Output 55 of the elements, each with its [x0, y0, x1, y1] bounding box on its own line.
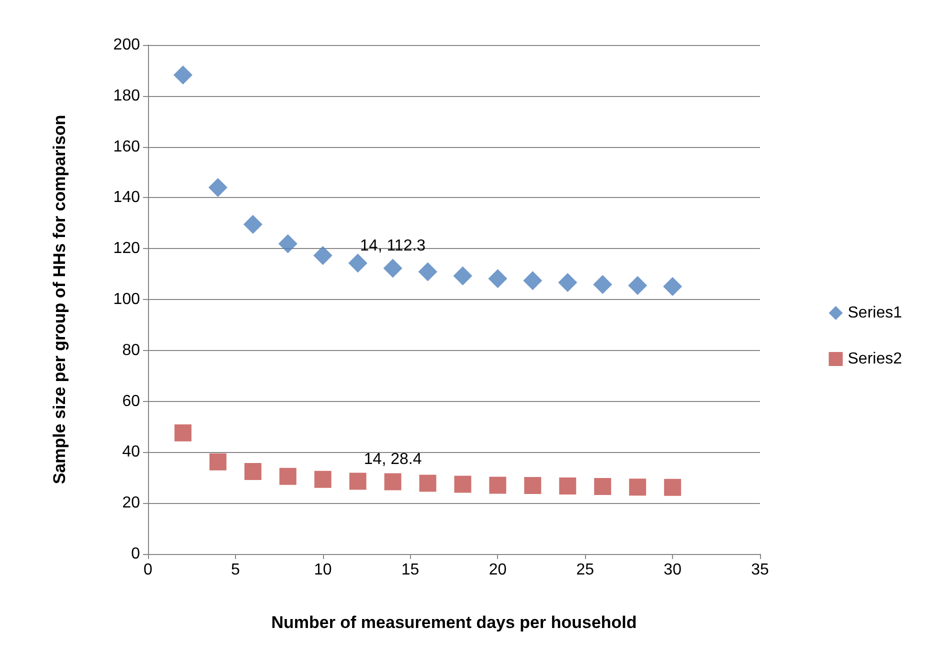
point	[628, 276, 648, 296]
point	[629, 478, 646, 496]
point	[418, 262, 438, 282]
annotation: 14, 28.4	[364, 451, 422, 468]
point	[523, 271, 542, 290]
y-axis-title: Sample size per group of HHs for comparison	[50, 114, 69, 484]
point	[454, 476, 472, 493]
annotation: 14, 112.3	[360, 238, 426, 255]
point	[279, 468, 296, 485]
point	[558, 272, 578, 292]
y-tick-label: 0	[131, 546, 140, 562]
point	[173, 66, 192, 85]
point	[593, 274, 612, 294]
point	[349, 472, 366, 490]
point	[314, 470, 332, 488]
y-tick-label: 40	[122, 444, 140, 461]
y-tick-label: 200	[113, 36, 140, 54]
point	[313, 246, 332, 265]
y-tick-label: 80	[122, 342, 140, 359]
x-tick-label: 15	[401, 562, 420, 578]
point	[209, 453, 226, 470]
point	[453, 266, 472, 286]
point	[488, 269, 508, 288]
legend-label: Series2	[848, 350, 902, 368]
x-tick-label: 35	[751, 562, 769, 578]
y-tick-label: 100	[113, 291, 140, 308]
point	[383, 258, 402, 278]
point	[244, 463, 262, 480]
x-tick-label: 25	[576, 562, 594, 578]
point	[384, 473, 402, 490]
point	[278, 234, 298, 254]
point	[663, 277, 682, 296]
x-tick-label: 10	[314, 562, 332, 578]
legend-label: Series1	[848, 304, 902, 322]
x-tick-label: 5	[230, 562, 240, 578]
y-tick-label: 160	[113, 138, 140, 156]
x-tick-label: 0	[144, 562, 153, 578]
point	[524, 477, 542, 494]
y-tick-label: 180	[113, 87, 140, 104]
x-tick-label: 30	[664, 562, 682, 578]
point	[664, 478, 682, 496]
x-tick-label: 20	[488, 562, 507, 578]
point	[174, 424, 192, 442]
x-axis-title: Number of measurement days per household	[271, 613, 637, 632]
point	[559, 478, 576, 495]
point	[348, 254, 368, 273]
y-tick-label: 20	[122, 494, 140, 512]
point	[594, 478, 612, 496]
point	[243, 214, 262, 234]
y-tick-label: 140	[113, 189, 140, 206]
point	[489, 476, 506, 494]
point	[419, 474, 436, 492]
y-tick-label: 60	[122, 392, 140, 410]
point	[208, 178, 228, 198]
y-tick-label: 120	[113, 240, 140, 258]
